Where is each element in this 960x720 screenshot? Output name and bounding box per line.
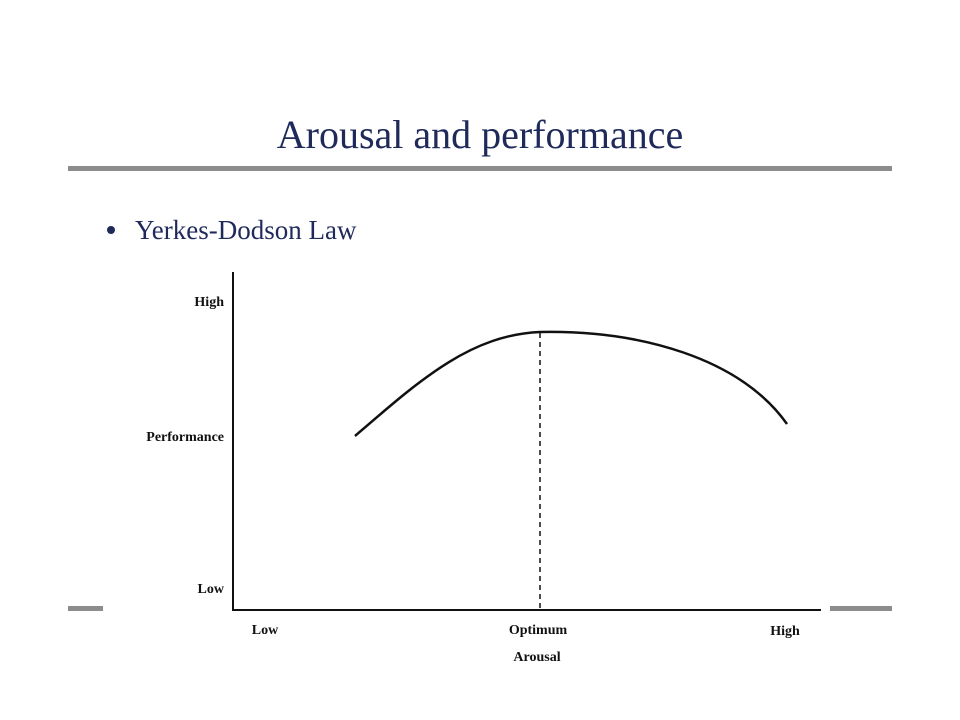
slide-title: Arousal and performance: [277, 112, 683, 157]
y-high-label: High: [194, 295, 224, 310]
diagram: High Performance Low Low Optimum High Ar…: [146, 272, 821, 665]
y-axis-label: Performance: [146, 430, 224, 445]
performance-curve: [354, 330, 789, 437]
footer-rule-right: [830, 606, 892, 611]
bullet-dot: [107, 226, 115, 234]
x-optimum-label: Optimum: [509, 623, 568, 638]
title-rule: [68, 166, 892, 171]
bullet-text: Yerkes-Dodson Law: [135, 215, 357, 245]
x-axis-label: Arousal: [513, 650, 560, 665]
x-low-label: Low: [252, 623, 279, 638]
footer-rule-left: [68, 606, 103, 611]
y-low-label: Low: [198, 582, 225, 597]
x-high-label: High: [770, 624, 800, 639]
